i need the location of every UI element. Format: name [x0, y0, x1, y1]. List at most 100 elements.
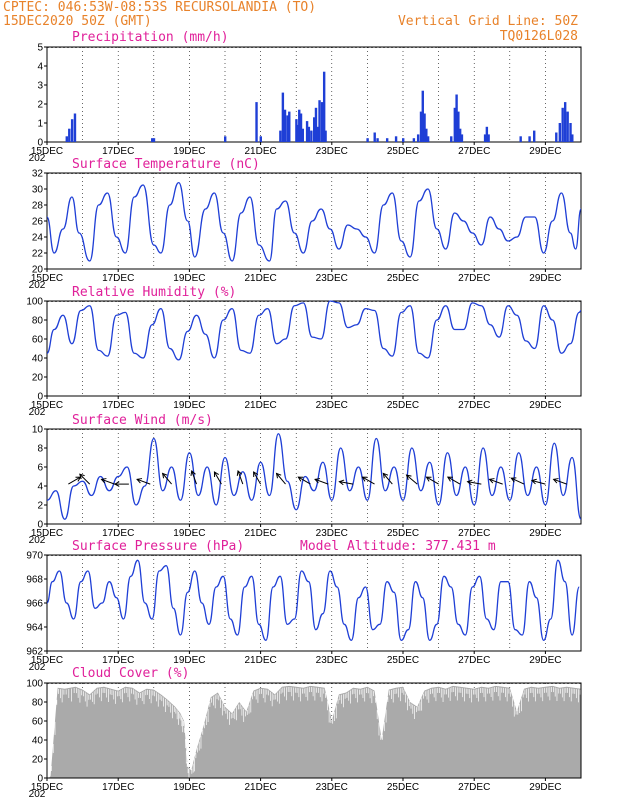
precipitation-bar — [416, 134, 420, 142]
precipitation-bar — [558, 123, 562, 142]
precipitation-bar — [70, 119, 74, 142]
precipitation-bar — [73, 113, 77, 142]
plot-area: 0 1 2 3 4 5 15DEC 17DEC 19DEC 21DEC 23DEC 25DEC 27DE… — [26, 43, 582, 800]
header-grid-note: Vertical Grid Line: 50Z — [398, 14, 578, 29]
cloud-cover-ytick-label: 0 — [37, 774, 43, 785]
precipitation-bar — [385, 138, 389, 142]
precipitation-xtick-label: 25DEC — [387, 146, 419, 157]
humidity-xtick-label: 29DEC — [529, 400, 561, 411]
pressure-ytick-label: 970 — [26, 551, 43, 562]
wind-ytick-label: 2 — [37, 501, 43, 512]
wind-arrow-shaft — [447, 476, 461, 485]
temperature-series-line — [46, 181, 582, 262]
pressure-xtick-label: 19DEC — [173, 655, 205, 666]
precipitation-bar — [151, 138, 154, 142]
cloud-cover-xtick-label: 29DEC — [529, 782, 561, 793]
precipitation-bar — [419, 111, 423, 142]
wind-arrow-head — [275, 472, 282, 479]
wind-xtick-label: 21DEC — [244, 528, 276, 539]
precipitation-ytick-label: 1 — [37, 119, 43, 130]
wind-arrow-head — [297, 476, 304, 482]
wind-arrow-shaft — [467, 481, 482, 485]
temperature-xtick-label: 25DEC — [387, 273, 419, 284]
precipitation-bar — [483, 134, 487, 142]
temperature-ytick-label: 24 — [32, 233, 44, 244]
wind-arrow-shaft — [237, 470, 244, 485]
wind-arrow-head — [510, 477, 517, 483]
precipitation-ytick-label: 0 — [37, 138, 43, 149]
precipitation-bar — [426, 136, 430, 142]
precipitation-bar — [402, 138, 405, 142]
wind-xtick-label: 23DEC — [316, 528, 348, 539]
cloud-cover-ytick-label: 40 — [32, 736, 44, 747]
precipitation-bar — [295, 119, 298, 142]
humidity-ytick-label: 20 — [32, 373, 44, 384]
precipitation-ytick-label: 5 — [37, 43, 43, 54]
precipitation-xtick-label: 21DEC — [244, 146, 276, 157]
wind-arrow-head — [488, 478, 495, 484]
temperature-ytick-label: 32 — [32, 169, 44, 180]
wind-series-line — [46, 433, 582, 520]
humidity-xtick-label: 27DEC — [458, 400, 490, 411]
wind-arrow-head — [100, 478, 107, 484]
precipitation-xtick-label: 17DEC — [102, 146, 134, 157]
wind-ytick-label: 6 — [37, 463, 43, 474]
precipitation-bar — [310, 130, 313, 142]
precipitation-year-label: 202 — [29, 153, 46, 164]
temperature-xtick-label: 15DEC — [31, 273, 63, 284]
header-date: 15DEC2020 50Z (GMT) — [3, 14, 152, 29]
cloud-cover-ytick-label: 20 — [32, 755, 44, 766]
wind-year-label: 202 — [29, 535, 46, 546]
precipitation-bar — [569, 123, 572, 142]
wind-arrow-head — [161, 472, 168, 479]
precipitation-bar — [255, 102, 258, 142]
wind-arrow-shaft — [253, 471, 262, 485]
precipitation-bar — [561, 107, 564, 142]
wind-arrow-shaft — [101, 478, 115, 485]
wind-arrow-head — [236, 469, 243, 476]
precipitation-bar — [555, 132, 558, 142]
wind-ytick-label: 4 — [37, 482, 43, 493]
precipitation-bar — [152, 138, 156, 142]
wind-arrow-shaft — [136, 478, 151, 485]
pressure-xtick-label: 21DEC — [244, 655, 276, 666]
wind-ytick-label: 8 — [37, 444, 43, 455]
pressure-xtick-label: 17DEC — [102, 655, 134, 666]
header-code: TQ0126L028 — [500, 29, 578, 44]
temperature-ytick-label: 28 — [32, 201, 44, 212]
panel-title-precipitation: Precipitation (mm/h) — [72, 30, 229, 45]
panel-title-wind: Surface Wind (m/s) — [72, 413, 213, 428]
wind-arrow-head — [530, 478, 537, 485]
panel-title-cloud-cover: Cloud Cover (%) — [72, 666, 189, 681]
humidity-ytick-label: 100 — [26, 297, 43, 308]
precipitation-bar — [318, 100, 321, 142]
wind-arrow-head — [361, 476, 368, 482]
precipitation-bar — [485, 126, 489, 142]
precipitation-bar — [283, 109, 287, 142]
wind-arrow-head — [552, 478, 559, 484]
wind-arrow-head — [425, 476, 432, 482]
panel-title-humidity: Relative Humidity (%) — [72, 285, 236, 300]
precipitation-bar — [305, 121, 309, 142]
precipitation-bar — [299, 113, 303, 142]
humidity-xtick-label: 21DEC — [244, 400, 276, 411]
precipitation-bar — [425, 128, 428, 142]
precipitation-bar — [324, 130, 327, 142]
precipitation-bar — [533, 130, 536, 142]
precipitation-bar — [314, 107, 318, 142]
cloud-cover-area — [47, 685, 581, 778]
precipitation-xtick-label: 29DEC — [529, 146, 561, 157]
wind-arrow-head — [79, 473, 85, 480]
precipitation-bar — [224, 136, 227, 142]
precipitation-bar — [423, 113, 426, 142]
precipitation-bar — [288, 111, 291, 142]
wind-arrow-head — [405, 474, 412, 480]
wind-ytick-label: 0 — [37, 520, 43, 531]
precipitation-bar — [313, 117, 316, 142]
humidity-xtick-label: 15DEC — [31, 400, 63, 411]
cloud-cover-xtick-label: 21DEC — [244, 782, 276, 793]
humidity-series-line — [46, 300, 582, 361]
precipitation-xtick-label: 19DEC — [173, 146, 205, 157]
temperature-xtick-label: 23DEC — [316, 273, 348, 284]
precipitation-bar — [366, 138, 369, 142]
